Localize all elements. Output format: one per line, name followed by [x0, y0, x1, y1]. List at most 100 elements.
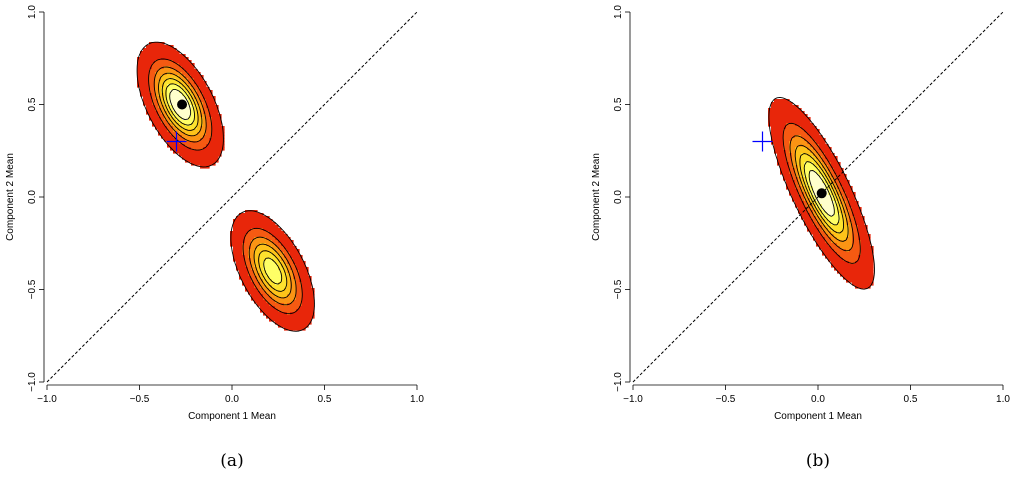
density-cell [239, 270, 249, 274]
density-cell [768, 111, 805, 115]
density-cell [167, 90, 171, 94]
density-cell [807, 204, 814, 208]
density-cell [278, 240, 294, 244]
density-cell [188, 99, 192, 103]
density-cell [807, 189, 811, 193]
density-cell [206, 123, 213, 127]
density-cell [290, 273, 294, 277]
density-cell [146, 108, 156, 112]
density-cell [819, 207, 823, 211]
density-cell [801, 174, 805, 178]
density-cell [804, 138, 814, 142]
density-cell [188, 84, 192, 88]
density-cell [825, 231, 832, 235]
panel-label-b: (b) [806, 451, 830, 471]
density-cell [810, 144, 820, 148]
density-cell [197, 102, 204, 106]
density-cell [203, 93, 213, 97]
density-cell [804, 222, 814, 226]
density-cell [816, 225, 823, 229]
density-cell [858, 237, 871, 241]
density-cell [254, 261, 261, 265]
density-cell [780, 165, 790, 169]
density-cell [179, 90, 186, 94]
density-cell [260, 291, 267, 295]
density-cell [236, 264, 246, 268]
density-cell [206, 120, 213, 124]
density-cell [188, 102, 192, 106]
density-cell [852, 234, 859, 238]
density-cell [167, 96, 171, 100]
density-cell [257, 279, 264, 283]
density-cell [852, 237, 859, 241]
density-cell [188, 90, 192, 94]
density-cell [155, 105, 159, 109]
density-cell [176, 69, 186, 73]
density-cell [278, 324, 309, 328]
density-cell [819, 231, 826, 235]
density-cell [209, 138, 225, 142]
density-cell [248, 249, 255, 253]
density-cell [837, 252, 862, 256]
density-cell [834, 192, 838, 196]
density-cell [855, 216, 865, 220]
density-cell [167, 78, 177, 82]
density-cell [179, 123, 186, 127]
density-cell [233, 222, 276, 226]
density-cell [290, 288, 297, 292]
density-cell [146, 111, 159, 115]
density-cell [299, 273, 309, 277]
density-cell [795, 162, 802, 166]
density-cell [203, 117, 207, 121]
density-cell [182, 84, 189, 88]
density-cell [251, 279, 258, 283]
density-cell [837, 243, 853, 247]
density-cell [810, 180, 823, 184]
density-cell [789, 150, 796, 154]
x-tick-label: 0.5 [904, 394, 918, 405]
density-cell [263, 264, 279, 268]
density-cell [786, 123, 796, 127]
density-cell [167, 72, 171, 76]
density-cell [843, 228, 850, 232]
density-cell [275, 249, 282, 253]
density-cell [287, 294, 297, 298]
density-cell [203, 96, 216, 100]
density-cell [834, 234, 850, 238]
density-cell [212, 117, 222, 121]
density-cell [795, 174, 799, 178]
density-cell [849, 231, 853, 235]
density-cell [813, 237, 826, 241]
density-cell [287, 261, 294, 265]
density-cell [197, 90, 201, 94]
density-cell [176, 111, 192, 115]
density-cell [275, 261, 282, 265]
x-axis-label-b: Component 1 Mean [774, 411, 862, 422]
density-cell [185, 87, 192, 91]
density-cell [281, 270, 285, 274]
density-cell [188, 93, 192, 97]
density-cell [777, 159, 787, 163]
contour-lines-a [136, 41, 315, 332]
density-cell [804, 219, 814, 223]
contour-line [803, 161, 840, 226]
density-cell [855, 219, 865, 223]
density-cell [200, 96, 204, 100]
y-tick-label: 0.0 [613, 190, 624, 204]
density-cell [161, 108, 165, 112]
density-cell [251, 240, 273, 244]
density-cell [239, 273, 249, 277]
density-cell [302, 282, 312, 286]
density-cell [831, 189, 835, 193]
density-cell [834, 183, 838, 187]
density-cell [188, 81, 195, 85]
density-cell [813, 234, 823, 238]
density-cell [801, 198, 805, 202]
density-cell [281, 255, 285, 259]
density-cell [302, 297, 315, 301]
density-cell [858, 234, 871, 238]
density-cell [813, 147, 820, 151]
density-cell [251, 246, 258, 250]
density-cell [813, 156, 817, 160]
density-cell [816, 156, 823, 160]
